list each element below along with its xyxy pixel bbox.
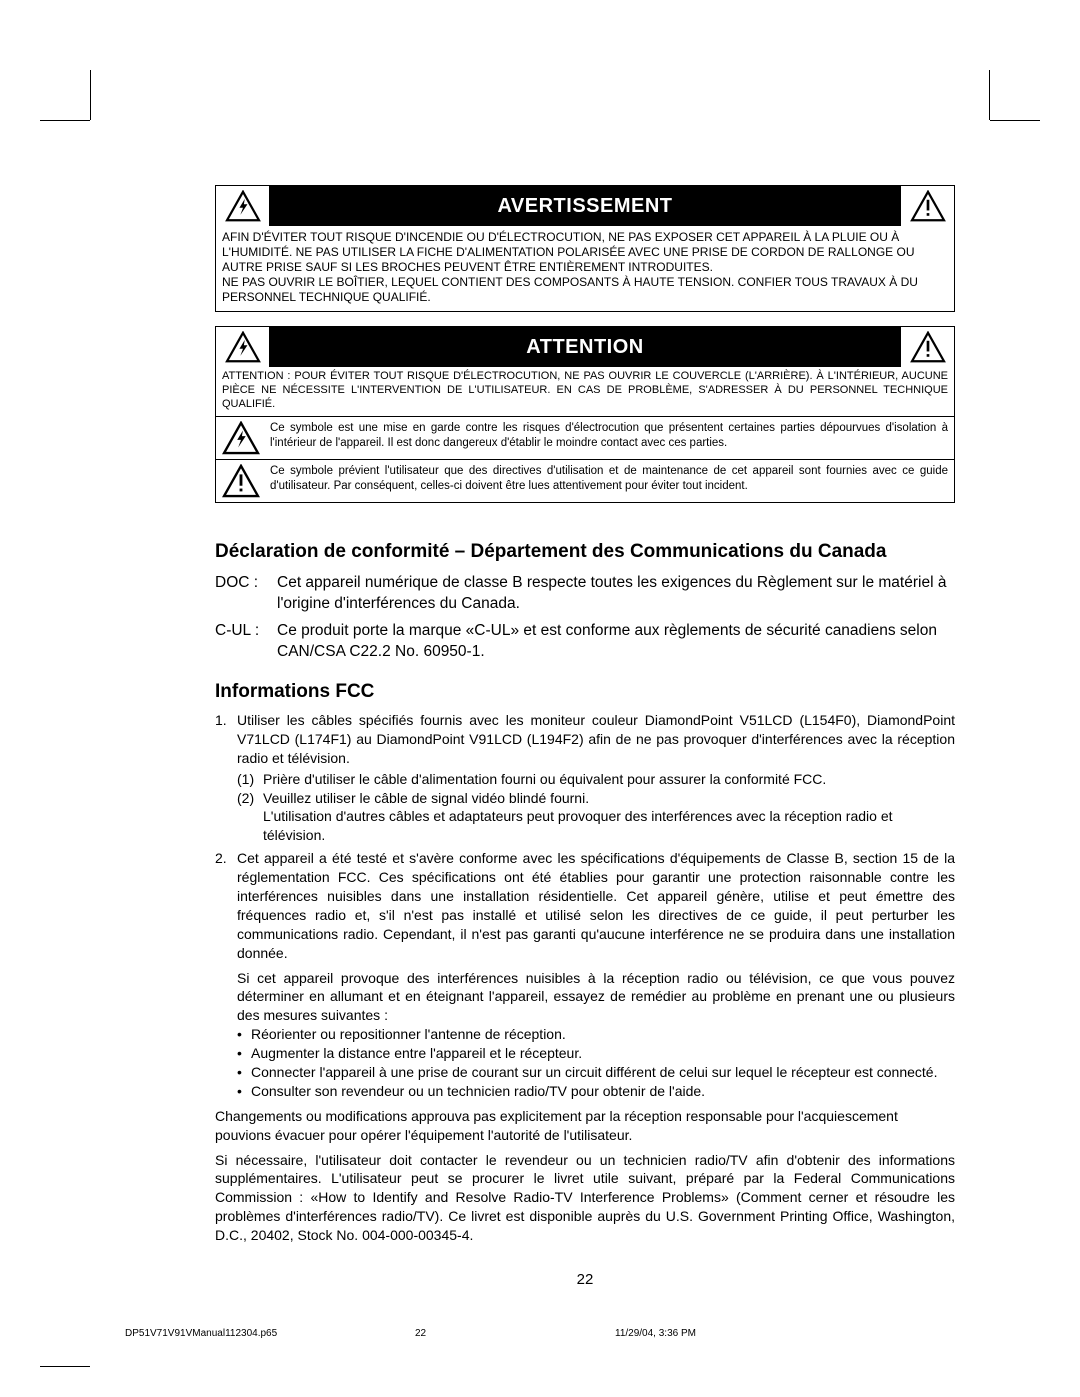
attention-header: ATTENTION bbox=[216, 327, 954, 367]
num-2: 2. bbox=[215, 849, 237, 962]
footer-file: DP51V71V91VManual112304.p65 bbox=[125, 1328, 415, 1339]
bullet-3: •Connecter l'appareil à une prise de cou… bbox=[215, 1063, 955, 1082]
crop-mark bbox=[90, 70, 91, 120]
avertissement-body: AFIN D'ÉVITER TOUT RISQUE D'INCENDIE OU … bbox=[216, 226, 954, 311]
fcc-item-2: 2. Cet appareil a été testé et s'avère c… bbox=[215, 849, 955, 962]
symbol-row-exclaim: Ce symbole prévient l'utilisateur que de… bbox=[216, 459, 954, 502]
crop-mark bbox=[990, 120, 1040, 121]
subnum-1: (1) bbox=[237, 770, 263, 789]
cul-row: C-UL : Ce produit porte la marque «C-UL»… bbox=[215, 621, 955, 663]
fcc-sub-2b: L'utilisation d'autres câbles et adaptat… bbox=[215, 807, 955, 845]
bullet-2: •Augmenter la distance entre l'appareil … bbox=[215, 1044, 955, 1063]
avertissement-header: AVERTISSEMENT bbox=[216, 186, 954, 226]
symbol-text-exclaim: Ce symbole prévient l'utilisateur que de… bbox=[270, 464, 948, 494]
attention-box: ATTENTION ATTENTION : POUR ÉVITER TOUT R… bbox=[215, 326, 955, 503]
bullet-1: •Réorienter ou repositionner l'antenne d… bbox=[215, 1025, 955, 1044]
fcc-sub-1: (1) Prière d'utiliser le câble d'aliment… bbox=[215, 770, 955, 789]
footer-date: 11/29/04, 3:36 PM bbox=[615, 1328, 955, 1339]
footer: DP51V71V91VManual112304.p65 22 11/29/04,… bbox=[125, 1328, 955, 1339]
crop-mark bbox=[40, 1366, 90, 1367]
symbol-row-bolt: Ce symbole est une mise en garde contre … bbox=[216, 416, 954, 459]
fcc-title: Informations FCC bbox=[215, 681, 955, 703]
fcc-sub-1-text: Prière d'utiliser le câble d'alimentatio… bbox=[263, 770, 955, 789]
num-1: 1. bbox=[215, 711, 237, 768]
bolt-icon bbox=[222, 421, 260, 455]
fcc-contact: Si nécessaire, l'utilisateur doit contac… bbox=[215, 1151, 955, 1245]
fcc-item-2-text: Cet appareil a été testé et s'avère conf… bbox=[237, 849, 955, 962]
crop-mark bbox=[989, 70, 990, 120]
page-number: 22 bbox=[215, 1271, 955, 1288]
fcc-sub-2-text: Veuillez utiliser le câble de signal vid… bbox=[263, 789, 955, 808]
page-content: AVERTISSEMENT AFIN D'ÉVITER TOUT RISQUE … bbox=[215, 185, 955, 1288]
attention-title: ATTENTION bbox=[270, 327, 900, 367]
fcc-para-2: Si cet appareil provoque des interférenc… bbox=[215, 969, 955, 1026]
footer-page: 22 bbox=[415, 1328, 615, 1339]
avertissement-box: AVERTISSEMENT AFIN D'ÉVITER TOUT RISQUE … bbox=[215, 185, 955, 312]
fcc-item-1-text: Utiliser les câbles spécifiés fournis av… bbox=[237, 711, 955, 768]
fcc-sub-2b-text: L'utilisation d'autres câbles et adaptat… bbox=[263, 807, 955, 845]
subnum-2: (2) bbox=[237, 789, 263, 808]
bullet-4: •Consulter son revendeur ou un technicie… bbox=[215, 1082, 955, 1101]
doc-label: DOC : bbox=[215, 573, 277, 615]
fcc-sub-2: (2) Veuillez utiliser le câble de signal… bbox=[215, 789, 955, 808]
avertissement-title: AVERTISSEMENT bbox=[270, 186, 900, 226]
symbol-text-bolt: Ce symbole est une mise en garde contre … bbox=[270, 421, 948, 451]
exclaim-icon bbox=[900, 327, 954, 367]
fcc-item-1: 1. Utiliser les câbles spécifiés fournis… bbox=[215, 711, 955, 768]
exclaim-icon bbox=[900, 186, 954, 226]
cul-label: C-UL : bbox=[215, 621, 277, 663]
doc-text: Cet appareil numérique de classe B respe… bbox=[277, 573, 955, 615]
bolt-icon bbox=[216, 327, 270, 367]
bolt-icon bbox=[216, 186, 270, 226]
cul-text: Ce produit porte la marque «C-UL» et est… bbox=[277, 621, 955, 663]
doc-row: DOC : Cet appareil numérique de classe B… bbox=[215, 573, 955, 615]
declaration-title: Déclaration de conformité – Département … bbox=[215, 541, 955, 563]
fcc-changes: Changements ou modifications approuva pa… bbox=[215, 1107, 955, 1145]
attention-note: ATTENTION : POUR ÉVITER TOUT RISQUE D'ÉL… bbox=[216, 367, 954, 416]
exclaim-icon bbox=[222, 464, 260, 498]
crop-mark bbox=[40, 120, 90, 121]
